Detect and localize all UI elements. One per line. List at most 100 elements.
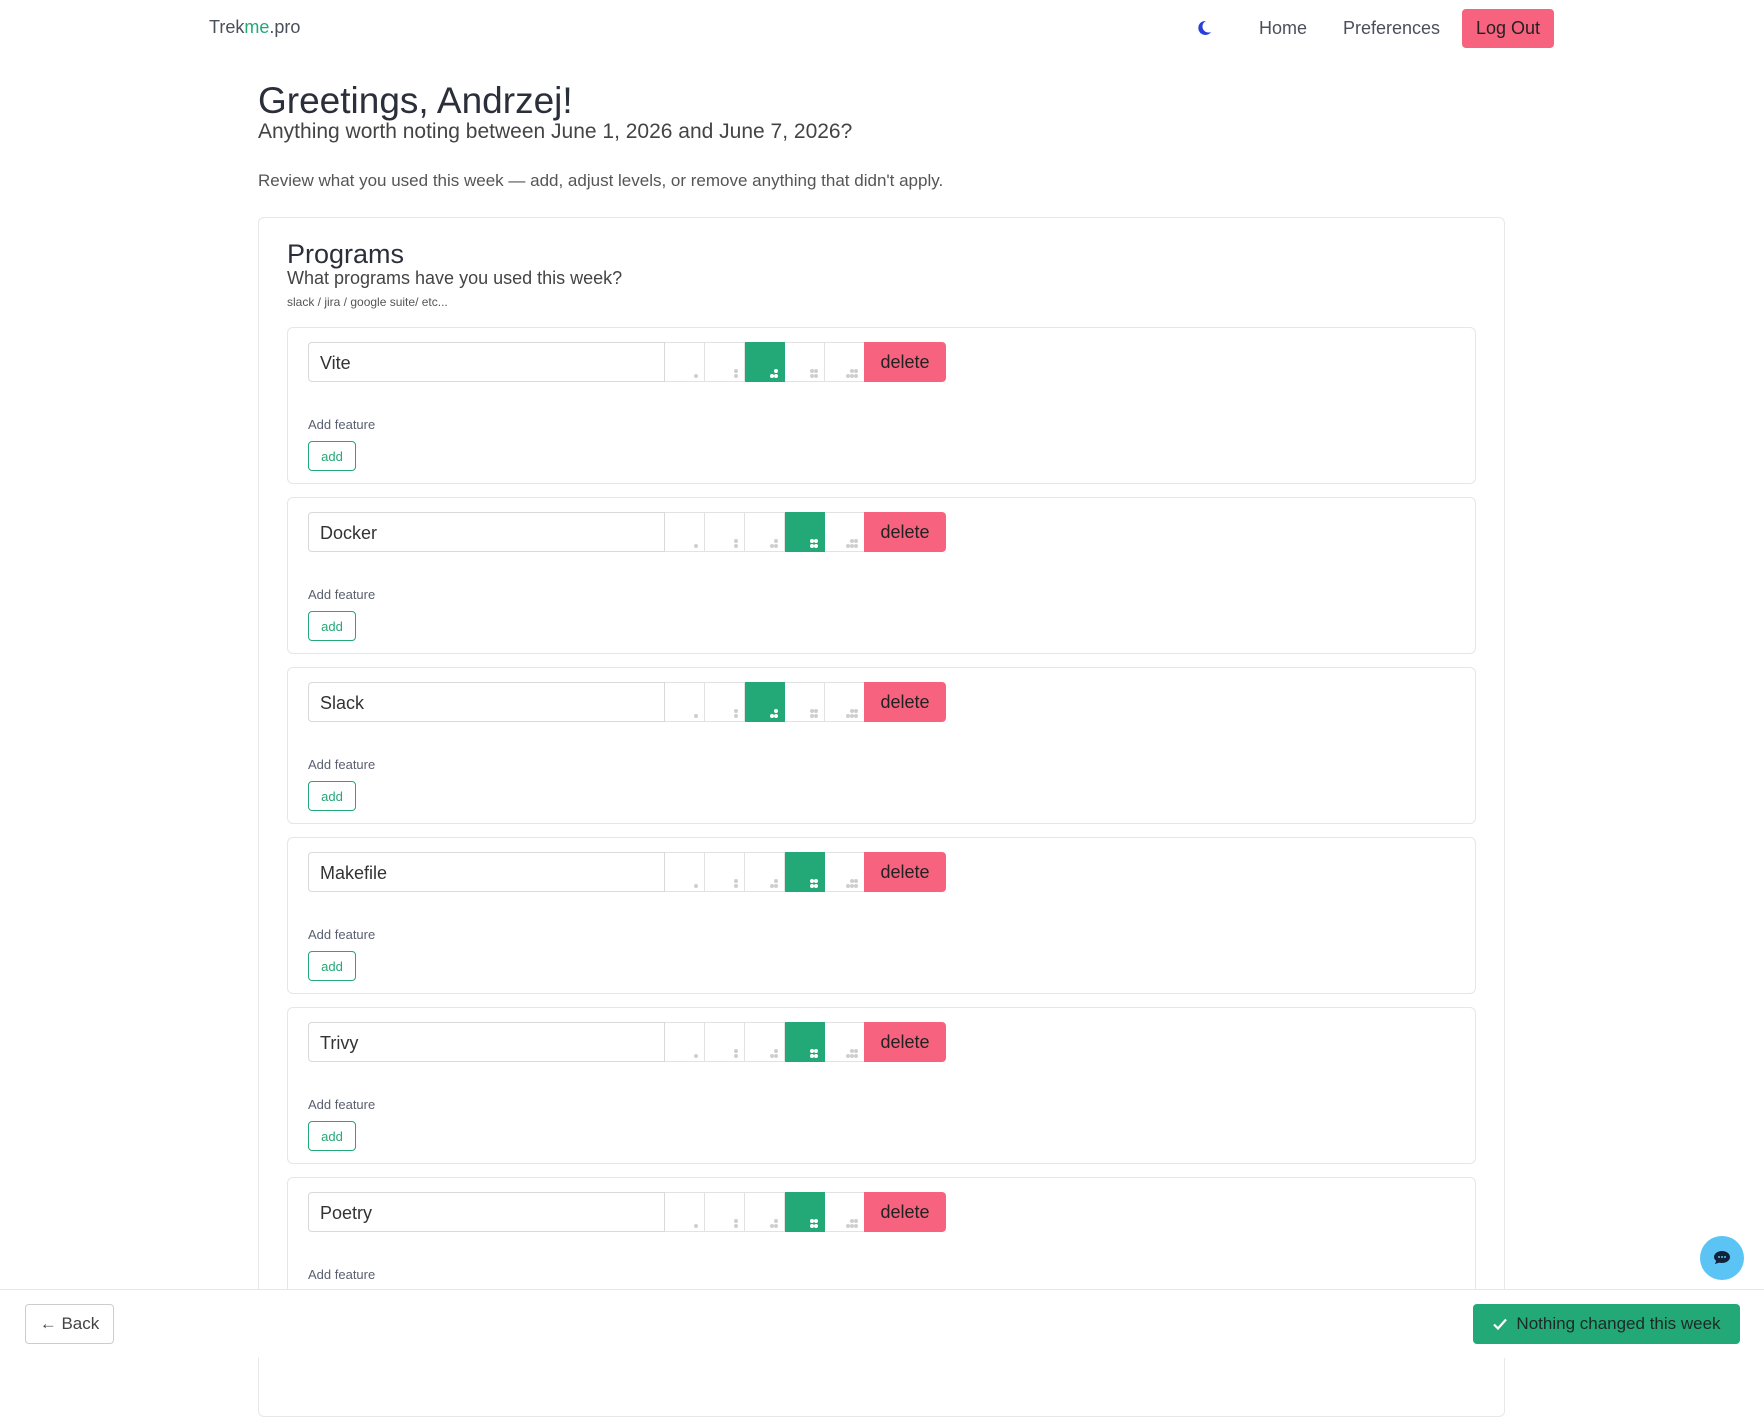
nothing-changed-label: Nothing changed this week [1516, 1314, 1721, 1333]
level-icon [770, 879, 778, 888]
program-name-input[interactable]: Poetry [308, 1192, 665, 1232]
level-button[interactable] [665, 852, 705, 892]
page: Trekme.pro {"nav":{"logo":{"prefix":"Tre… [0, 9, 1764, 1417]
level-button[interactable] [665, 342, 705, 382]
level-button[interactable] [705, 1192, 745, 1232]
level-button[interactable] [785, 342, 825, 382]
level-icon [694, 1054, 698, 1058]
program-name-input[interactable]: Docker [308, 512, 665, 552]
add-feature-button[interactable]: add [308, 1121, 356, 1151]
logo-highlight: me [244, 17, 270, 37]
level-icon [694, 1224, 698, 1228]
add-feature-button[interactable]: add [308, 441, 356, 471]
level-icon [734, 1219, 738, 1228]
level-button[interactable] [705, 1022, 745, 1062]
delete-button[interactable]: delete [864, 512, 946, 552]
level-button[interactable] [705, 682, 745, 722]
level-icon [846, 539, 858, 548]
level-button[interactable] [785, 682, 825, 722]
level-icon [734, 369, 738, 378]
level-icon [770, 709, 778, 718]
level-icon [810, 1219, 818, 1228]
logo-prefix: Trek [209, 17, 245, 37]
level-icon [734, 709, 738, 718]
level-button[interactable] [785, 852, 825, 892]
theme-toggle[interactable] [1195, 19, 1213, 37]
subtitle: Anything worth noting between June 1, 20… [258, 120, 853, 143]
delete-button[interactable]: delete [864, 1192, 946, 1232]
delete-button[interactable]: delete [864, 1022, 946, 1062]
programs-title: Programs [287, 239, 405, 269]
level-button[interactable] [785, 512, 825, 552]
level-icon [770, 369, 778, 378]
add-feature-button[interactable]: add [308, 611, 356, 641]
level-button[interactable] [665, 682, 705, 722]
level-icon [770, 539, 778, 548]
level-icon [694, 374, 698, 378]
add-feature-label: Add feature [308, 927, 376, 942]
delete-button[interactable]: delete [864, 342, 946, 382]
level-button[interactable] [825, 512, 865, 552]
chat-button[interactable] [1700, 1236, 1744, 1280]
add-feature-label: Add feature [308, 587, 376, 602]
nothing-changed-button[interactable]: Nothing changed this week [1473, 1304, 1740, 1344]
logo[interactable]: Trekme.pro [209, 17, 300, 38]
add-feature-button[interactable]: add [308, 951, 356, 981]
delete-button[interactable]: delete [864, 682, 946, 722]
greeting: Greetings, Andrzej! [258, 80, 573, 121]
level-button[interactable] [665, 1192, 705, 1232]
back-button[interactable]: ← Back [25, 1304, 114, 1344]
level-button[interactable] [665, 1022, 705, 1062]
level-button[interactable] [825, 1192, 865, 1232]
program-name-input[interactable]: Trivy [308, 1022, 665, 1062]
nav-preferences[interactable]: Preferences [1343, 18, 1441, 38]
level-button[interactable] [705, 852, 745, 892]
level-button[interactable] [825, 1022, 865, 1062]
body: Trekme.pro Home Preferences Log Out Gree… [0, 9, 1764, 1417]
level-icon [810, 1049, 818, 1058]
level-icon [846, 1219, 858, 1228]
level-icon [846, 369, 858, 378]
logout-button[interactable]: Log Out [1462, 9, 1554, 48]
level-button[interactable] [705, 342, 745, 382]
level-button[interactable] [745, 342, 785, 382]
program-name-input[interactable]: Vite [308, 342, 665, 382]
program-item: Vite delete Add feature add [287, 327, 1476, 484]
level-icon [846, 879, 858, 888]
program-name-input[interactable]: Makefile [308, 852, 665, 892]
program-item: Makefile delete Add feature add [287, 837, 1476, 994]
level-icon [810, 879, 818, 888]
level-icon [846, 1049, 858, 1058]
level-icon [770, 1219, 778, 1228]
level-button[interactable] [825, 682, 865, 722]
delete-button[interactable]: delete [864, 852, 946, 892]
level-icon [810, 539, 818, 548]
add-feature-label: Add feature [308, 1097, 376, 1112]
nav-home[interactable]: Home [1259, 18, 1308, 38]
level-button[interactable] [825, 342, 865, 382]
add-feature-button[interactable]: add [308, 781, 356, 811]
level-icon [694, 884, 698, 888]
level-button[interactable] [745, 1022, 785, 1062]
level-button[interactable] [785, 1022, 825, 1062]
program-item: Slack delete Add feature add [287, 667, 1476, 824]
level-button[interactable] [665, 512, 705, 552]
level-button[interactable] [785, 1192, 825, 1232]
level-icon [734, 1049, 738, 1058]
level-icon [734, 879, 738, 888]
level-icon [694, 714, 698, 718]
add-feature-label: Add feature [308, 757, 376, 772]
level-button[interactable] [745, 512, 785, 552]
level-icon [694, 544, 698, 548]
level-button[interactable] [745, 1192, 785, 1232]
level-button[interactable] [745, 682, 785, 722]
level-button[interactable] [705, 512, 745, 552]
programs-hint: slack / jira / google suite/ etc... [287, 295, 448, 309]
level-icon [846, 709, 858, 718]
level-icon [810, 369, 818, 378]
add-feature-label: Add feature [308, 417, 376, 432]
level-icon [770, 1049, 778, 1058]
program-name-input[interactable]: Slack [308, 682, 665, 722]
level-button[interactable] [745, 852, 785, 892]
level-button[interactable] [825, 852, 865, 892]
